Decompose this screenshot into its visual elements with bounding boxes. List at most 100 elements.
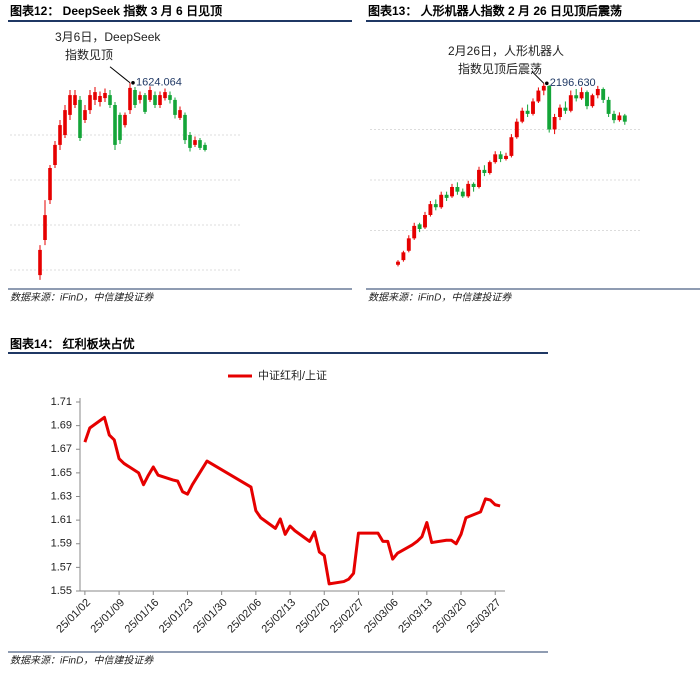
annotation-text: 指数见顶后震荡 — [458, 61, 542, 76]
candle-body — [63, 110, 67, 135]
candle-body — [113, 105, 117, 145]
candle-body — [148, 90, 152, 100]
annotation-arrow — [109, 66, 131, 84]
candle-body — [48, 168, 52, 201]
candle-body — [401, 252, 406, 261]
candle-body — [396, 261, 400, 265]
candle-body — [417, 224, 422, 229]
y-tick-label: 1.57 — [51, 561, 72, 573]
series-line — [83, 415, 501, 586]
candle-body — [143, 95, 147, 112]
candle-body — [493, 154, 498, 163]
candle-body — [531, 101, 535, 114]
candle-body — [590, 95, 595, 107]
y-tick-label: 1.55 — [51, 585, 72, 597]
source-note: 数据来源：iFinD，中信建投证券 — [368, 292, 512, 304]
candle-body — [68, 95, 72, 115]
y-tick-label: 1.71 — [51, 396, 72, 408]
candle-body — [487, 162, 492, 173]
candle-body — [612, 113, 616, 121]
candle-body — [428, 204, 433, 215]
candle-body — [193, 140, 197, 145]
candle-body — [128, 87, 132, 111]
candle-body — [595, 89, 600, 96]
source-note: 数据来源：iFinD，中信建投证券 — [10, 655, 154, 667]
candle-body — [203, 144, 207, 150]
candle-body — [183, 114, 187, 141]
peak-label: 2196.630 — [550, 77, 596, 89]
candle-body — [585, 92, 589, 107]
candle-body — [153, 95, 157, 105]
candle-body — [568, 95, 573, 111]
candle-body — [444, 194, 449, 198]
annotation-text: 2月26日，人形机器人 — [448, 44, 564, 58]
candle-body — [118, 114, 122, 141]
candle-body — [88, 95, 92, 111]
candle-body — [93, 92, 97, 100]
y-tick-label: 1.65 — [51, 467, 72, 479]
source-note: 数据来源：iFinD，中信建投证券 — [10, 292, 154, 304]
candle-body — [406, 238, 411, 251]
y-tick-label: 1.69 — [51, 420, 72, 432]
candle-body — [108, 95, 112, 105]
candle-body — [439, 194, 444, 208]
candle-body — [53, 144, 57, 165]
candle-body — [579, 92, 584, 99]
annotation-text: 指数见顶 — [65, 47, 113, 62]
candle-body — [471, 183, 476, 187]
chart-title: 图表12： DeepSeek 指数 3 月 6 日见顶 — [10, 3, 222, 18]
chart-title: 图表14： 红利板块占优 — [10, 336, 135, 351]
candle-body — [460, 191, 465, 197]
candle-body — [133, 90, 137, 105]
candle-body — [466, 183, 471, 197]
annotation-arrow — [531, 70, 545, 84]
annotation-text: 3月6日，DeepSeek — [55, 30, 161, 44]
candle-body — [520, 110, 525, 122]
peak-dot — [131, 80, 135, 85]
candle-body — [43, 215, 47, 240]
candle-body — [38, 249, 42, 276]
candle-body — [412, 225, 417, 239]
candle-body — [123, 114, 127, 126]
peak-label: 1624.064 — [136, 77, 182, 89]
candle-body — [73, 95, 77, 105]
y-tick-label: 1.59 — [51, 538, 72, 550]
candle-body — [83, 110, 87, 120]
candle-body — [525, 110, 530, 114]
candle-body — [498, 154, 503, 159]
candle-body — [173, 99, 177, 115]
candle-body — [103, 93, 107, 99]
candle-body — [423, 215, 427, 228]
candle-body — [188, 135, 192, 148]
candle-body — [482, 169, 487, 173]
candle-body — [477, 169, 481, 187]
candle-body — [98, 96, 102, 102]
candle-body — [563, 107, 568, 111]
candle-body — [601, 89, 606, 100]
candle-body — [78, 99, 82, 138]
legend-label: 中证红利/上证 — [258, 369, 327, 382]
candle-body — [58, 125, 62, 145]
candle-body — [622, 115, 627, 122]
candle-body — [163, 92, 167, 99]
peak-dot — [545, 81, 549, 86]
candle-body — [509, 137, 514, 156]
candle-body — [450, 187, 454, 197]
candle-body — [433, 204, 438, 208]
candle-body — [547, 85, 552, 130]
y-tick-label: 1.63 — [51, 490, 72, 502]
chart-title: 图表13： 人形机器人指数 2 月 26 日见顶后震荡 — [368, 3, 622, 18]
candle-body — [158, 95, 162, 105]
candle-body — [617, 115, 622, 121]
y-tick-label: 1.61 — [51, 514, 72, 526]
candle-body — [514, 121, 519, 138]
candle-body — [541, 85, 546, 91]
candle-body — [558, 107, 562, 117]
candle-body — [198, 140, 202, 148]
candle-body — [536, 90, 541, 102]
candle-body — [504, 155, 508, 159]
candle-body — [138, 95, 142, 100]
candle-body — [178, 110, 182, 118]
candle-body — [168, 95, 172, 100]
